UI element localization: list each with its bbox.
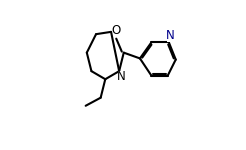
FancyBboxPatch shape <box>167 30 173 42</box>
FancyBboxPatch shape <box>113 24 120 36</box>
Text: O: O <box>112 24 121 37</box>
Text: N: N <box>117 70 125 83</box>
Text: N: N <box>166 29 174 42</box>
FancyBboxPatch shape <box>118 71 124 83</box>
